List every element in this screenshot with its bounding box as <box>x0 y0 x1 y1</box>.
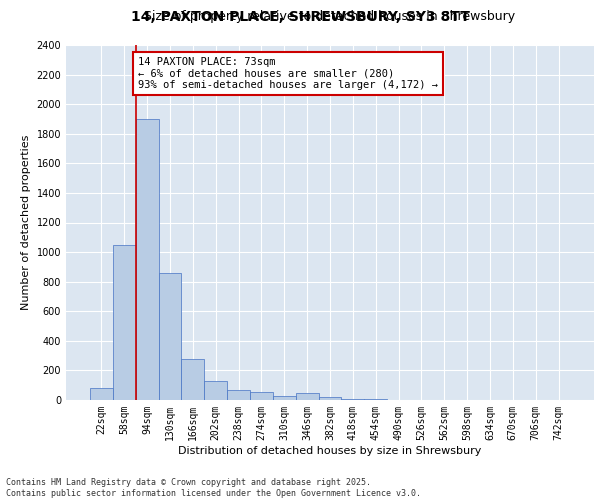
Text: Contains HM Land Registry data © Crown copyright and database right 2025.
Contai: Contains HM Land Registry data © Crown c… <box>6 478 421 498</box>
Bar <box>158 273 181 400</box>
Bar <box>341 398 364 400</box>
Text: 14 PAXTON PLACE: 73sqm
← 6% of detached houses are smaller (280)
93% of semi-det: 14 PAXTON PLACE: 73sqm ← 6% of detached … <box>138 57 438 90</box>
Text: 14, PAXTON PLACE, SHREWSBURY, SY3 8TT: 14, PAXTON PLACE, SHREWSBURY, SY3 8TT <box>131 10 469 24</box>
Bar <box>273 396 296 400</box>
Bar <box>319 397 341 400</box>
Y-axis label: Number of detached properties: Number of detached properties <box>21 135 31 310</box>
Bar <box>181 358 204 400</box>
Bar <box>136 119 158 400</box>
Bar <box>90 388 113 400</box>
Bar <box>296 392 319 400</box>
Bar <box>204 381 227 400</box>
Bar <box>113 244 136 400</box>
Bar <box>227 390 250 400</box>
Bar <box>250 392 273 400</box>
X-axis label: Distribution of detached houses by size in Shrewsbury: Distribution of detached houses by size … <box>178 446 482 456</box>
Title: Size of property relative to detached houses in Shrewsbury: Size of property relative to detached ho… <box>145 10 515 23</box>
